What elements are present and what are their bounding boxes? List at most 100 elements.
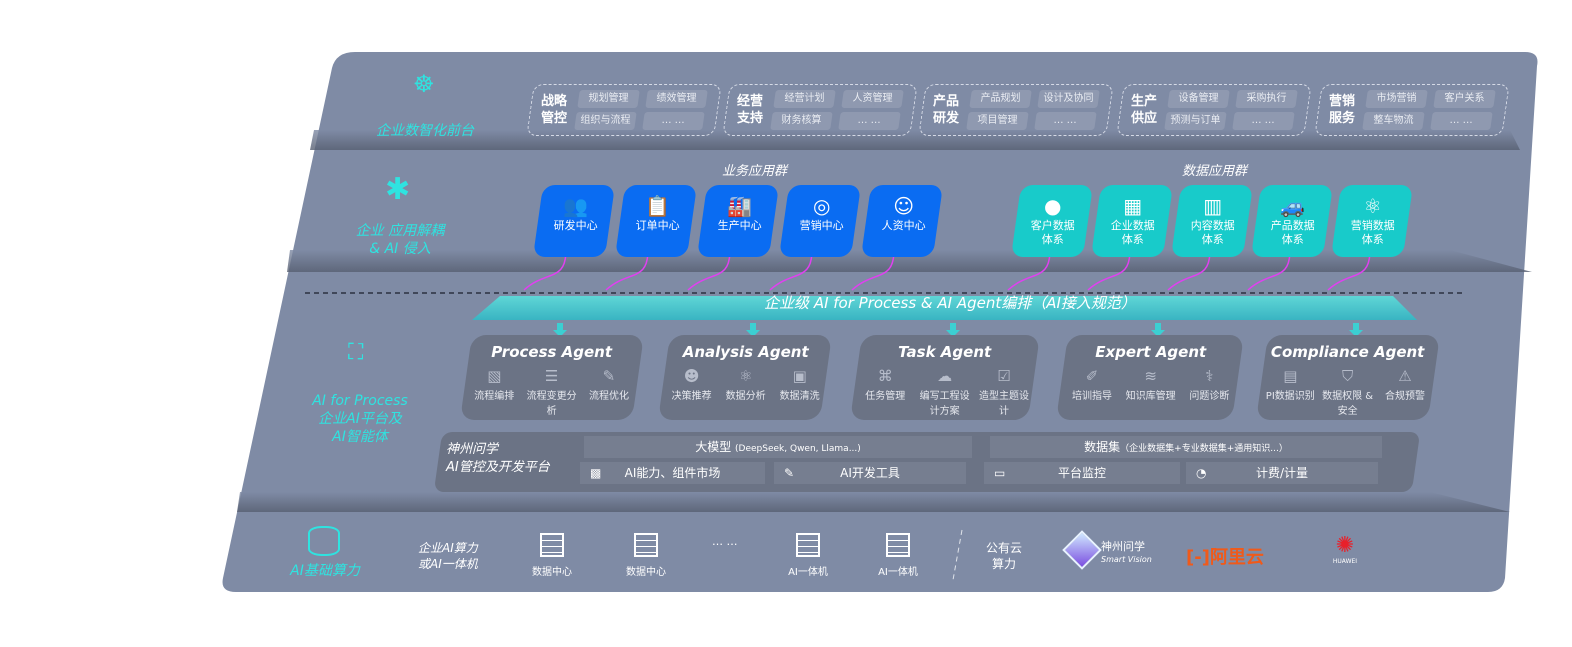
chip-label: 设计及协同 bbox=[1043, 93, 1094, 104]
tile-label-line1: 内容数据 bbox=[1190, 219, 1235, 232]
group-chip[interactable]: … … bbox=[1430, 112, 1493, 130]
atom-icon: ⚛ bbox=[738, 367, 753, 385]
group-chip[interactable]: … … bbox=[1034, 112, 1097, 130]
tile-label-line2: 体系 bbox=[1361, 233, 1384, 246]
layers-icon: ≋ bbox=[1144, 367, 1157, 385]
business-app-tile[interactable]: 👥 研发中心 bbox=[532, 185, 616, 257]
gauge-icon: ◔ bbox=[1196, 466, 1207, 480]
layer2-label: 企业 应用解耦 & AI 侵入 bbox=[345, 222, 455, 258]
group-chip[interactable]: 经营计划 bbox=[773, 90, 836, 108]
group-chip[interactable]: … … bbox=[838, 112, 901, 130]
agent-card[interactable]: Analysis Agent ☻ 决策推荐 ⚛ 数据分析 ▣ 数据清洗 bbox=[658, 335, 832, 420]
agent-capability[interactable]: ▧ 流程编排 bbox=[466, 367, 523, 417]
agent-card[interactable]: Task Agent ⌘ 任务管理 ☁ 编写工程设计方案 ☑ 造型主题设计 bbox=[850, 335, 1040, 420]
agent-capability[interactable]: ⚕ 问题诊断 bbox=[1180, 367, 1238, 402]
business-app-tile[interactable]: 🏭 生产中心 bbox=[696, 185, 780, 257]
group-chip[interactable]: 财务核算 bbox=[770, 112, 833, 130]
func-group: 战略管控 规划管理 绩效管理 组织与流程 … … bbox=[526, 84, 722, 136]
tool-label: 计费/计量 bbox=[1255, 466, 1309, 480]
down-arrow bbox=[553, 323, 567, 337]
layer2-label-line1: 企业 应用解耦 bbox=[355, 223, 445, 239]
agent-capability[interactable]: ⛉ 数据权限 & 安全 bbox=[1319, 367, 1376, 417]
head-icon: ☻ bbox=[683, 367, 700, 385]
group-chip[interactable]: 产品规划 bbox=[969, 90, 1032, 108]
tile-label-line2: 体系 bbox=[1041, 233, 1064, 246]
agent-capability[interactable]: ✐ 培训指导 bbox=[1063, 367, 1121, 402]
connector-arrow bbox=[1167, 249, 1211, 291]
group-chip[interactable]: 规划管理 bbox=[577, 90, 640, 108]
pencil-icon: ✐ bbox=[1085, 367, 1099, 385]
group-chip[interactable]: 采购执行 bbox=[1235, 90, 1298, 108]
tool-label: AI开发工具 bbox=[840, 466, 900, 480]
agent-capability[interactable]: ⚠ 合规预警 bbox=[1377, 367, 1434, 417]
model-bar[interactable]: 大模型 (DeepSeek, Qwen, Llama...) bbox=[584, 436, 972, 458]
books-icon: ▥ bbox=[1203, 194, 1223, 218]
database-icon bbox=[308, 526, 340, 556]
tile-label: 订单中心 bbox=[635, 219, 680, 232]
people-icon: ☺ bbox=[893, 194, 915, 218]
group-chip[interactable]: 预测与订单 bbox=[1164, 112, 1227, 130]
agent-capability[interactable]: ⚛ 数据分析 bbox=[719, 367, 772, 402]
agent-title: Compliance Agent bbox=[1270, 343, 1425, 361]
agent-capability[interactable]: ▣ 数据清洗 bbox=[773, 367, 826, 402]
model-label: 大模型 bbox=[695, 440, 732, 454]
group-chip[interactable]: 市场营销 bbox=[1365, 90, 1428, 108]
business-app-tile[interactable]: ☺ 人资中心 bbox=[860, 185, 944, 257]
platform-tool[interactable]: ✎ AI开发工具 bbox=[774, 462, 966, 484]
agent-capability[interactable]: ☑ 造型主题设计 bbox=[975, 367, 1034, 417]
group-title: 营销服务 bbox=[1329, 94, 1356, 126]
agent-capability[interactable]: ▤ PI数据识别 bbox=[1262, 367, 1319, 417]
layer4-label: AI基础算力 bbox=[290, 563, 360, 579]
platform-tool[interactable]: ▩ AI能力、组件市场 bbox=[580, 462, 765, 484]
agent-card[interactable]: Expert Agent ✐ 培训指导 ≋ 知识库管理 ⚕ 问题诊断 bbox=[1056, 335, 1244, 420]
diagnose-icon: ⚕ bbox=[1205, 367, 1214, 385]
group-chip[interactable]: 绩效管理 bbox=[645, 90, 708, 108]
capability-label: 流程变更分析 bbox=[526, 391, 577, 417]
data-app-tile[interactable]: 🚙 产品数据 体系 bbox=[1250, 185, 1334, 257]
atom-icon: ⚛ bbox=[1363, 194, 1382, 218]
data-app-tile[interactable]: ● 客户数据 体系 bbox=[1010, 185, 1094, 257]
platform-tool[interactable]: ◔ 计费/计量 bbox=[1186, 462, 1378, 484]
group-chip[interactable]: 项目管理 bbox=[966, 112, 1029, 130]
aliyun-bracket-icon: [-] bbox=[1186, 547, 1210, 568]
connector-arrow bbox=[851, 249, 895, 291]
group-chip[interactable]: 人资管理 bbox=[841, 90, 904, 108]
data-app-tile[interactable]: ⚛ 营销数据 体系 bbox=[1330, 185, 1414, 257]
business-app-tile[interactable]: ◎ 营销中心 bbox=[778, 185, 862, 257]
agent-capability[interactable]: ≋ 知识库管理 bbox=[1122, 367, 1180, 402]
group-chip[interactable]: … … bbox=[1232, 112, 1295, 130]
group-chip[interactable]: 整车物流 bbox=[1362, 112, 1425, 130]
clean-icon: ▣ bbox=[792, 367, 807, 385]
agent-capability[interactable]: ☻ 决策推荐 bbox=[665, 367, 718, 402]
group-chip[interactable]: 设备管理 bbox=[1167, 90, 1230, 108]
chip-label: 规划管理 bbox=[588, 93, 629, 104]
huawei-logo: ✺ HUAWEI bbox=[1327, 534, 1363, 566]
business-app-tile[interactable]: 📋 订单中心 bbox=[614, 185, 698, 257]
group-chip[interactable]: 设计及协同 bbox=[1037, 90, 1100, 108]
server-icon bbox=[540, 533, 564, 557]
data-app-tile[interactable]: ▦ 企业数据 体系 bbox=[1090, 185, 1174, 257]
business-apps-header: 业务应用群 bbox=[722, 164, 788, 179]
chip-label: … … bbox=[1053, 115, 1078, 126]
agent-capability[interactable]: ☁ 编写工程设计方案 bbox=[915, 367, 974, 417]
tool-label: AI能力、组件市场 bbox=[624, 466, 721, 480]
capability-label: 问题诊断 bbox=[1189, 391, 1230, 402]
group-chip[interactable]: … … bbox=[642, 112, 705, 130]
group-chip[interactable]: 组织与流程 bbox=[574, 112, 637, 130]
group-title: 战略管控 bbox=[541, 94, 568, 126]
capability-label: 造型主题设计 bbox=[978, 391, 1029, 417]
shenzhou-name: 神州问学 bbox=[1101, 540, 1145, 553]
server-icon bbox=[796, 533, 820, 557]
down-arrow bbox=[1349, 323, 1363, 337]
agent-card[interactable]: Compliance Agent ▤ PI数据识别 ⛉ 数据权限 & 安全 ⚠ 合规预警 bbox=[1256, 335, 1440, 420]
data-app-tile[interactable]: ▥ 内容数据 体系 bbox=[1170, 185, 1254, 257]
agent-capability[interactable]: ✎ 流程优化 bbox=[581, 367, 638, 417]
platform-tool[interactable]: ▭ 平台监控 bbox=[984, 462, 1180, 484]
group-chip[interactable]: 客户关系 bbox=[1433, 90, 1496, 108]
chip-label: 客户关系 bbox=[1444, 93, 1485, 104]
agent-capability[interactable]: ☰ 流程变更分析 bbox=[523, 367, 580, 417]
agent-card[interactable]: Process Agent ▧ 流程编排 ☰ 流程变更分析 ✎ 流程优化 bbox=[460, 335, 644, 420]
agent-capability[interactable]: ⌘ 任务管理 bbox=[856, 367, 915, 417]
dataset-bar[interactable]: 数据集（企业数据集+专业数据集+通用知识...） bbox=[990, 436, 1382, 458]
agent-title: Expert Agent bbox=[1095, 343, 1207, 361]
